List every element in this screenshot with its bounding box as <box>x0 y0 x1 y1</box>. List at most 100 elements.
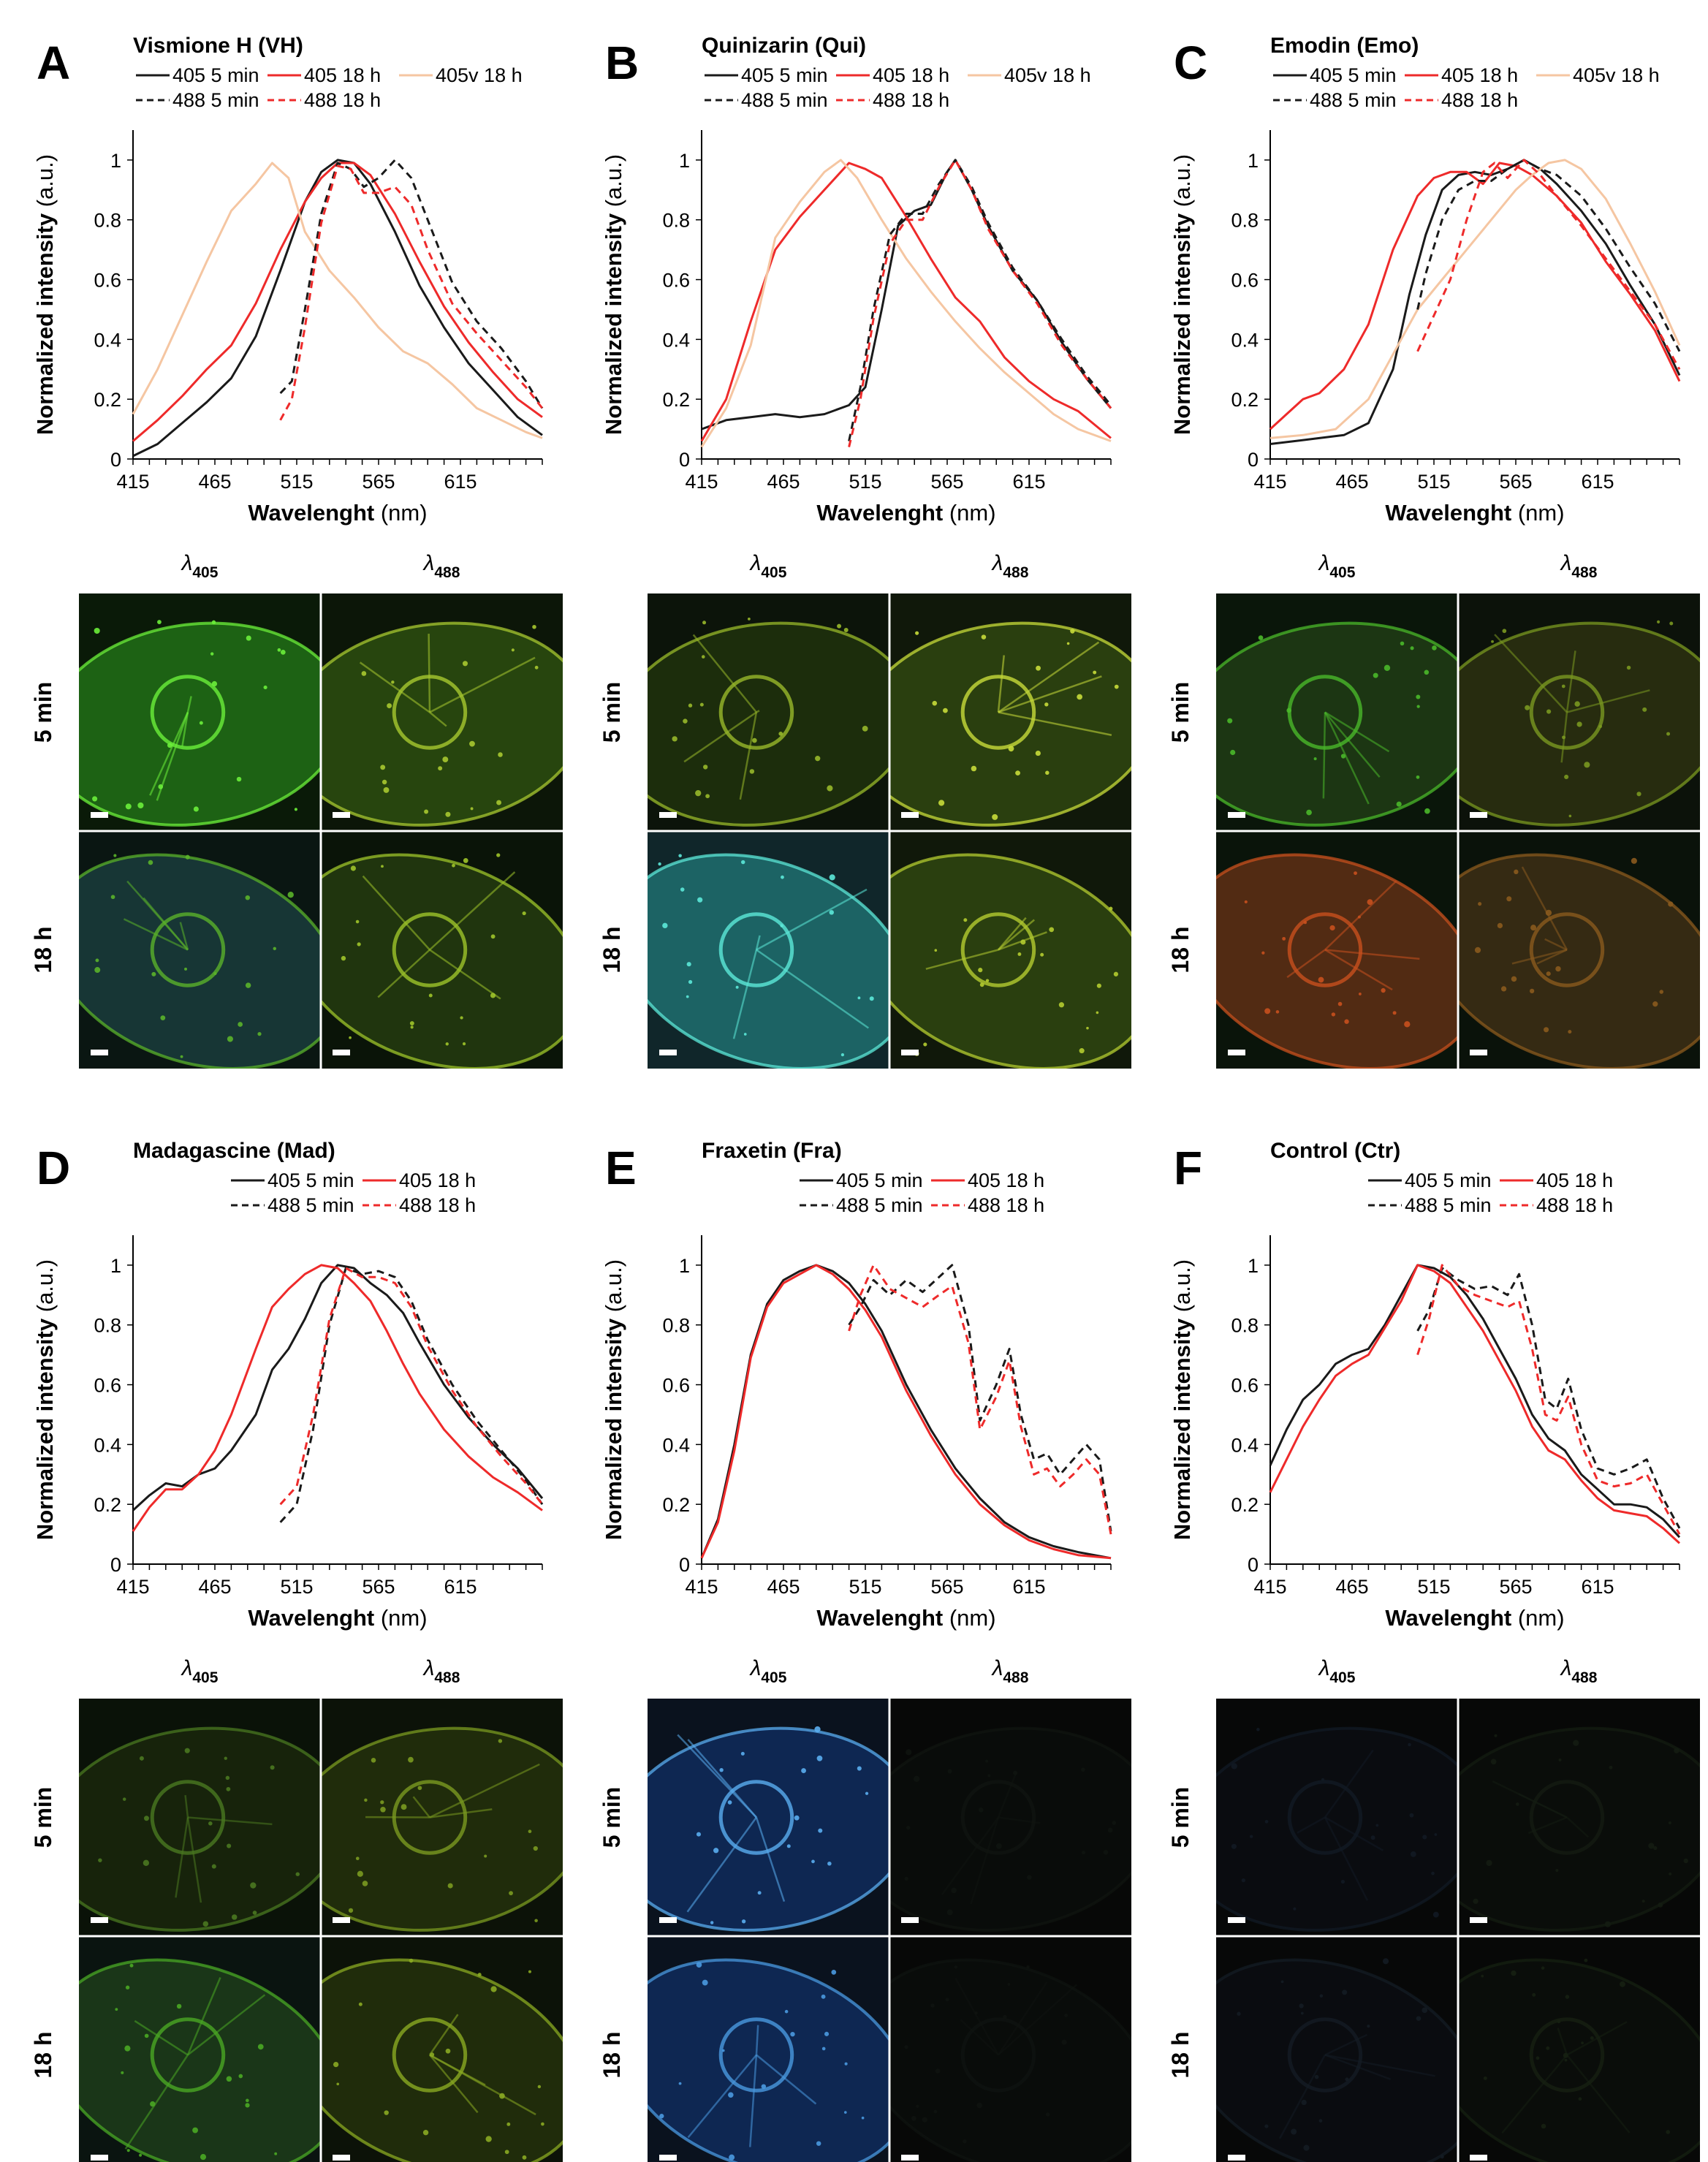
series-488-5-min <box>848 1264 1112 1532</box>
y-axis-title: Normalized intensity (a.u.) <box>1169 154 1195 435</box>
x-axis-label: Wavelenght <box>248 1605 374 1631</box>
y-tick-label: 1 <box>110 150 121 172</box>
scale-bar <box>901 2155 919 2161</box>
x-tick-label: 565 <box>362 1576 395 1598</box>
x-tick-label: 465 <box>1335 1576 1368 1598</box>
row-label: 5 min <box>599 682 625 743</box>
panel-label: D <box>37 1142 70 1194</box>
y-tick-label: 0 <box>1248 449 1259 471</box>
x-axis-unit: (nm) <box>943 1605 995 1631</box>
scale-bar <box>659 812 677 818</box>
y-tick-label: 0.8 <box>94 1315 121 1337</box>
x-tick-label: 515 <box>1417 1576 1450 1598</box>
x-axis-unit: (nm) <box>943 500 995 526</box>
panel-e: E Fraxetin (Fra) 415 465 515 565 615 0 0.2 0.4 0.6… <box>599 1139 1131 2162</box>
y-tick-label: 0.2 <box>662 389 690 411</box>
x-tick-label: 465 <box>198 1576 231 1598</box>
column-label-405: λ405 <box>749 1656 787 1686</box>
series-405-5-min <box>1269 1264 1681 1539</box>
row-label: 5 min <box>30 682 56 743</box>
scale-bar <box>91 812 108 818</box>
legend-item: 488 5 min <box>136 89 259 111</box>
column-label-405: λ405 <box>1318 551 1356 581</box>
y-tick-label: 1 <box>1248 1255 1259 1277</box>
x-tick-label: 565 <box>930 1576 963 1598</box>
scale-bar <box>333 2155 350 2161</box>
legend-label: 488 18 h <box>968 1194 1044 1216</box>
y-tick-label: 0.6 <box>662 1375 690 1397</box>
row-label: 18 h <box>1167 926 1193 973</box>
y-axis-title: Normalized intensity (a.u.) <box>32 1259 58 1540</box>
scale-bar <box>91 1917 108 1923</box>
y-tick-label: 0.2 <box>1231 389 1259 411</box>
micrograph-5min-405 <box>648 1699 889 1936</box>
scale-bar <box>333 812 350 818</box>
legend-item: 405 18 h <box>931 1169 1044 1191</box>
legend-label: 405v 18 h <box>1573 64 1660 86</box>
legend-label: 488 18 h <box>399 1194 476 1216</box>
row-label: 5 min <box>1167 682 1193 743</box>
panel-label: E <box>605 1142 637 1194</box>
series-488-18-h <box>279 1267 544 1506</box>
y-tick-label: 1 <box>110 1255 121 1277</box>
legend-item: 488 5 min <box>231 1194 354 1216</box>
x-tick-label: 615 <box>1581 1576 1614 1598</box>
y-tick-label: 0.8 <box>1231 1315 1259 1337</box>
panel-label: A <box>37 37 70 89</box>
x-axis-unit: (nm) <box>1511 1605 1564 1631</box>
x-tick-label: 415 <box>116 471 149 493</box>
scale-bar <box>1228 1917 1245 1923</box>
row-label: 18 h <box>599 2031 625 2078</box>
micrograph-5min-405 <box>1216 593 1458 831</box>
x-tick-label: 565 <box>930 471 963 493</box>
scale-bar <box>91 1050 108 1055</box>
legend-label: 488 18 h <box>1441 89 1518 111</box>
x-tick-label: 565 <box>1499 471 1532 493</box>
x-tick-label: 415 <box>1253 1576 1286 1598</box>
legend-item: 405v 18 h <box>399 64 523 86</box>
x-axis-label: Wavelenght <box>1385 500 1511 526</box>
panel-label: B <box>605 37 639 89</box>
row-label: 18 h <box>599 926 625 973</box>
series-488-18-h <box>848 1264 1112 1535</box>
series-405-18-h <box>132 1264 543 1532</box>
y-tick-label: 0.6 <box>662 270 690 292</box>
column-label-488: λ488 <box>1560 551 1598 581</box>
y-tick-label: 0.2 <box>1231 1494 1259 1516</box>
x-tick-label: 415 <box>685 1576 718 1598</box>
x-tick-label: 415 <box>116 1576 149 1598</box>
x-tick-label: 515 <box>1417 471 1450 493</box>
micrograph-5min-488 <box>321 1699 563 1936</box>
legend-item: 488 5 min <box>1368 1194 1492 1216</box>
y-tick-label: 0.4 <box>662 1434 690 1456</box>
legend-item: 405 5 min <box>705 64 828 86</box>
x-tick-label: 415 <box>1253 471 1286 493</box>
y-axis-title: Normalized intensity (a.u.) <box>1169 1259 1195 1540</box>
panel-label: F <box>1174 1142 1202 1194</box>
scale-bar <box>1470 1917 1487 1923</box>
y-tick-label: 0.4 <box>94 329 121 351</box>
x-tick-label: 515 <box>280 1576 313 1598</box>
y-tick-label: 0.6 <box>94 1375 121 1397</box>
x-axis-title: Wavelenght (nm) <box>248 500 427 526</box>
legend-label: 488 5 min <box>1405 1194 1492 1216</box>
y-tick-label: 0 <box>1248 1554 1259 1576</box>
panel-b: B Quinizarin (Qui) 415 465 515 565 615 0 0.2 0.4 0… <box>599 34 1131 1069</box>
x-tick-label: 515 <box>849 471 881 493</box>
legend-label: 405 5 min <box>1310 64 1397 86</box>
column-label-405: λ405 <box>181 551 219 581</box>
legend-label: 488 5 min <box>741 89 828 111</box>
y-tick-label: 1 <box>679 1255 690 1277</box>
scale-bar <box>1470 2155 1487 2161</box>
x-tick-label: 565 <box>1499 1576 1532 1598</box>
y-tick-label: 0.6 <box>1231 1375 1259 1397</box>
series-405v-18-h <box>1269 159 1681 439</box>
column-label-405: λ405 <box>749 551 787 581</box>
micrograph-18h-488 <box>889 1936 1131 2162</box>
legend-item: 405 5 min <box>1368 1169 1492 1191</box>
micrograph-18h-405 <box>648 831 889 1069</box>
micrograph-5min-488 <box>889 593 1131 831</box>
row-label: 5 min <box>30 1787 56 1848</box>
x-axis-title: Wavelenght (nm) <box>1385 1605 1564 1631</box>
x-axis-unit: (nm) <box>374 500 427 526</box>
